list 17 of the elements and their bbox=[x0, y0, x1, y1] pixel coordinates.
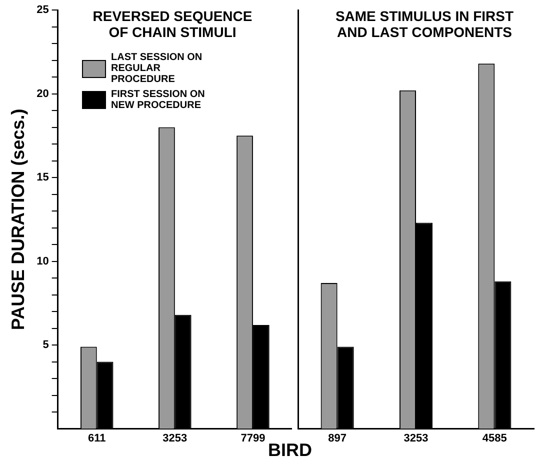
x-tick-label: 3253 bbox=[162, 432, 188, 444]
y-tick-label: 10 bbox=[36, 255, 49, 268]
y-tick-label: 20 bbox=[36, 88, 49, 100]
y-axis-title: PAUSE DURATION (secs.) bbox=[8, 108, 28, 330]
x-tick-label: 7799 bbox=[240, 432, 266, 444]
chart-title: SAME STIMULUS IN FIRST AND LAST COMPONENTS bbox=[334, 8, 515, 40]
x-tick-label: 3253 bbox=[404, 432, 428, 444]
y-tick-label: 25 bbox=[36, 4, 49, 16]
y-tick-label: 5 bbox=[42, 339, 49, 352]
legend-label: FIRST SESSION ON NEW PROCEDURE bbox=[111, 89, 206, 111]
chart-title: REVERSED SEQUENCE OF CHAIN STIMULI bbox=[92, 8, 254, 40]
legend-label: LAST SESSION ON REGULAR PROCEDURE bbox=[111, 52, 204, 85]
y-tick-label: 15 bbox=[36, 172, 49, 184]
x-tick-label: 897 bbox=[328, 432, 347, 444]
x-tick-label: 4585 bbox=[482, 432, 507, 444]
x-axis-title: BIRD bbox=[268, 440, 312, 460]
x-tick-label: 611 bbox=[88, 432, 106, 444]
